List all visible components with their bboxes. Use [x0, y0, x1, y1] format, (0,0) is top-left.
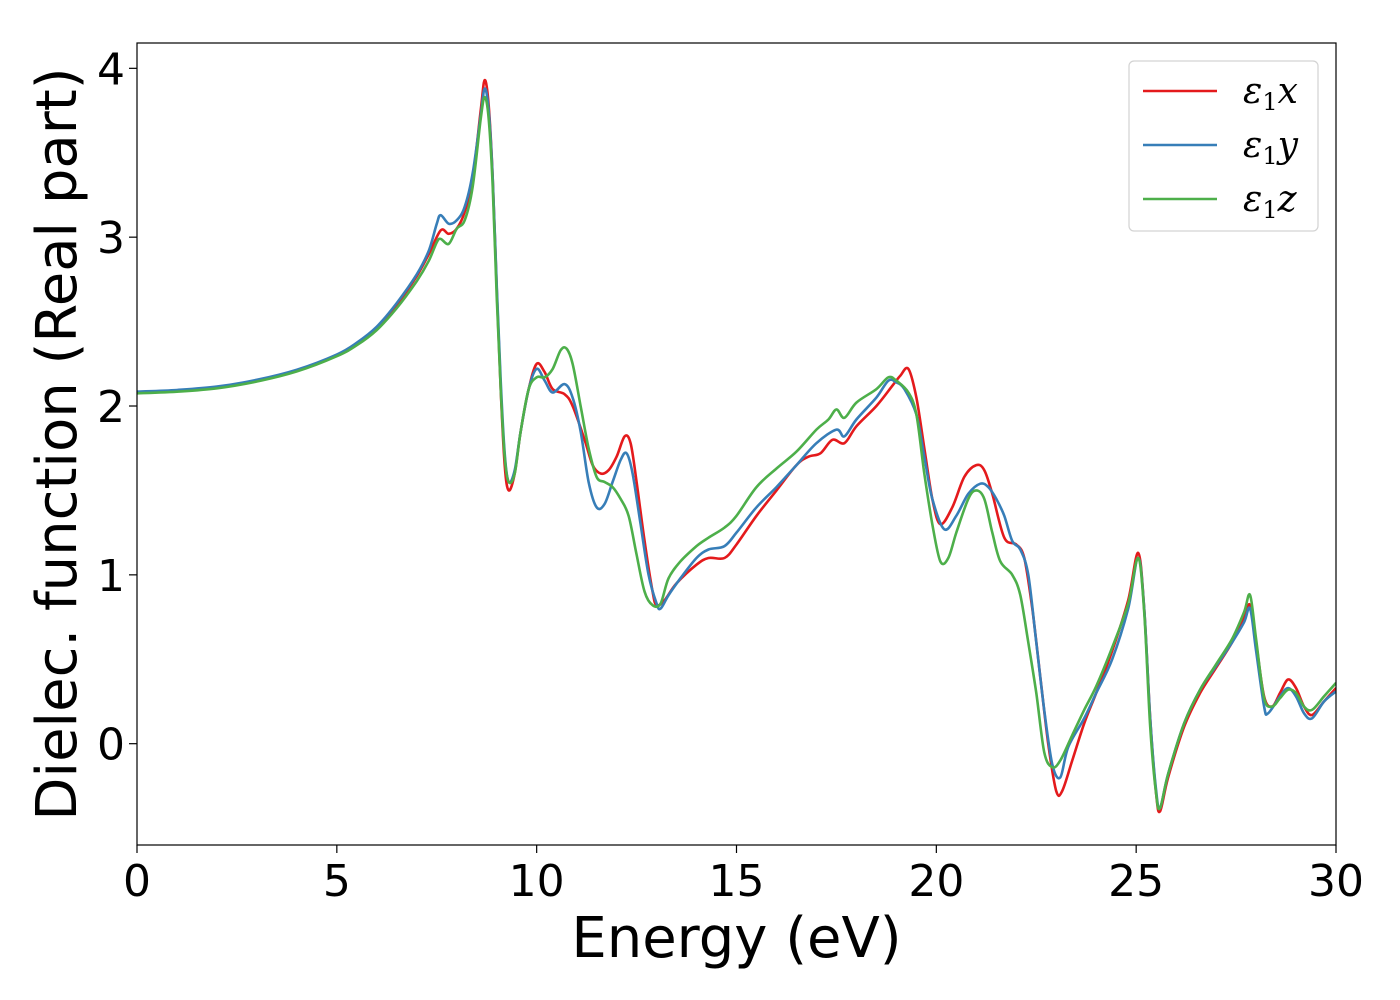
- y-axis: 0 1 2 3 4: [97, 44, 137, 771]
- x-tick-label: 20: [908, 856, 964, 907]
- series-line-z: [137, 95, 1336, 811]
- legend-label-y: ε1y: [1243, 125, 1299, 170]
- series-layer: [137, 78, 1336, 814]
- x-tick-label: 25: [1108, 856, 1164, 907]
- y-tick-label: 1: [97, 551, 125, 602]
- y-axis-label: Dielec. function (Real part): [25, 67, 90, 820]
- legend-box: [1128, 60, 1319, 232]
- x-tick-label: 10: [509, 856, 565, 907]
- legend-label-x: ε1x: [1243, 71, 1298, 116]
- x-tick-label: 15: [709, 856, 765, 907]
- x-axis: 0 5 10 15 20 25 30: [123, 845, 1364, 907]
- x-tick-label: 0: [123, 856, 151, 907]
- legend: ε1x ε1y ε1z: [1128, 60, 1319, 232]
- y-tick-label: 4: [97, 44, 125, 95]
- y-tick-label: 2: [97, 382, 125, 433]
- y-tick-label: 3: [97, 213, 125, 264]
- x-tick-label: 5: [323, 856, 351, 907]
- x-axis-label: Energy (eV): [571, 906, 901, 971]
- y-tick-label: 0: [97, 720, 125, 771]
- x-tick-label: 30: [1308, 856, 1364, 907]
- legend-label-z: ε1z: [1243, 179, 1298, 224]
